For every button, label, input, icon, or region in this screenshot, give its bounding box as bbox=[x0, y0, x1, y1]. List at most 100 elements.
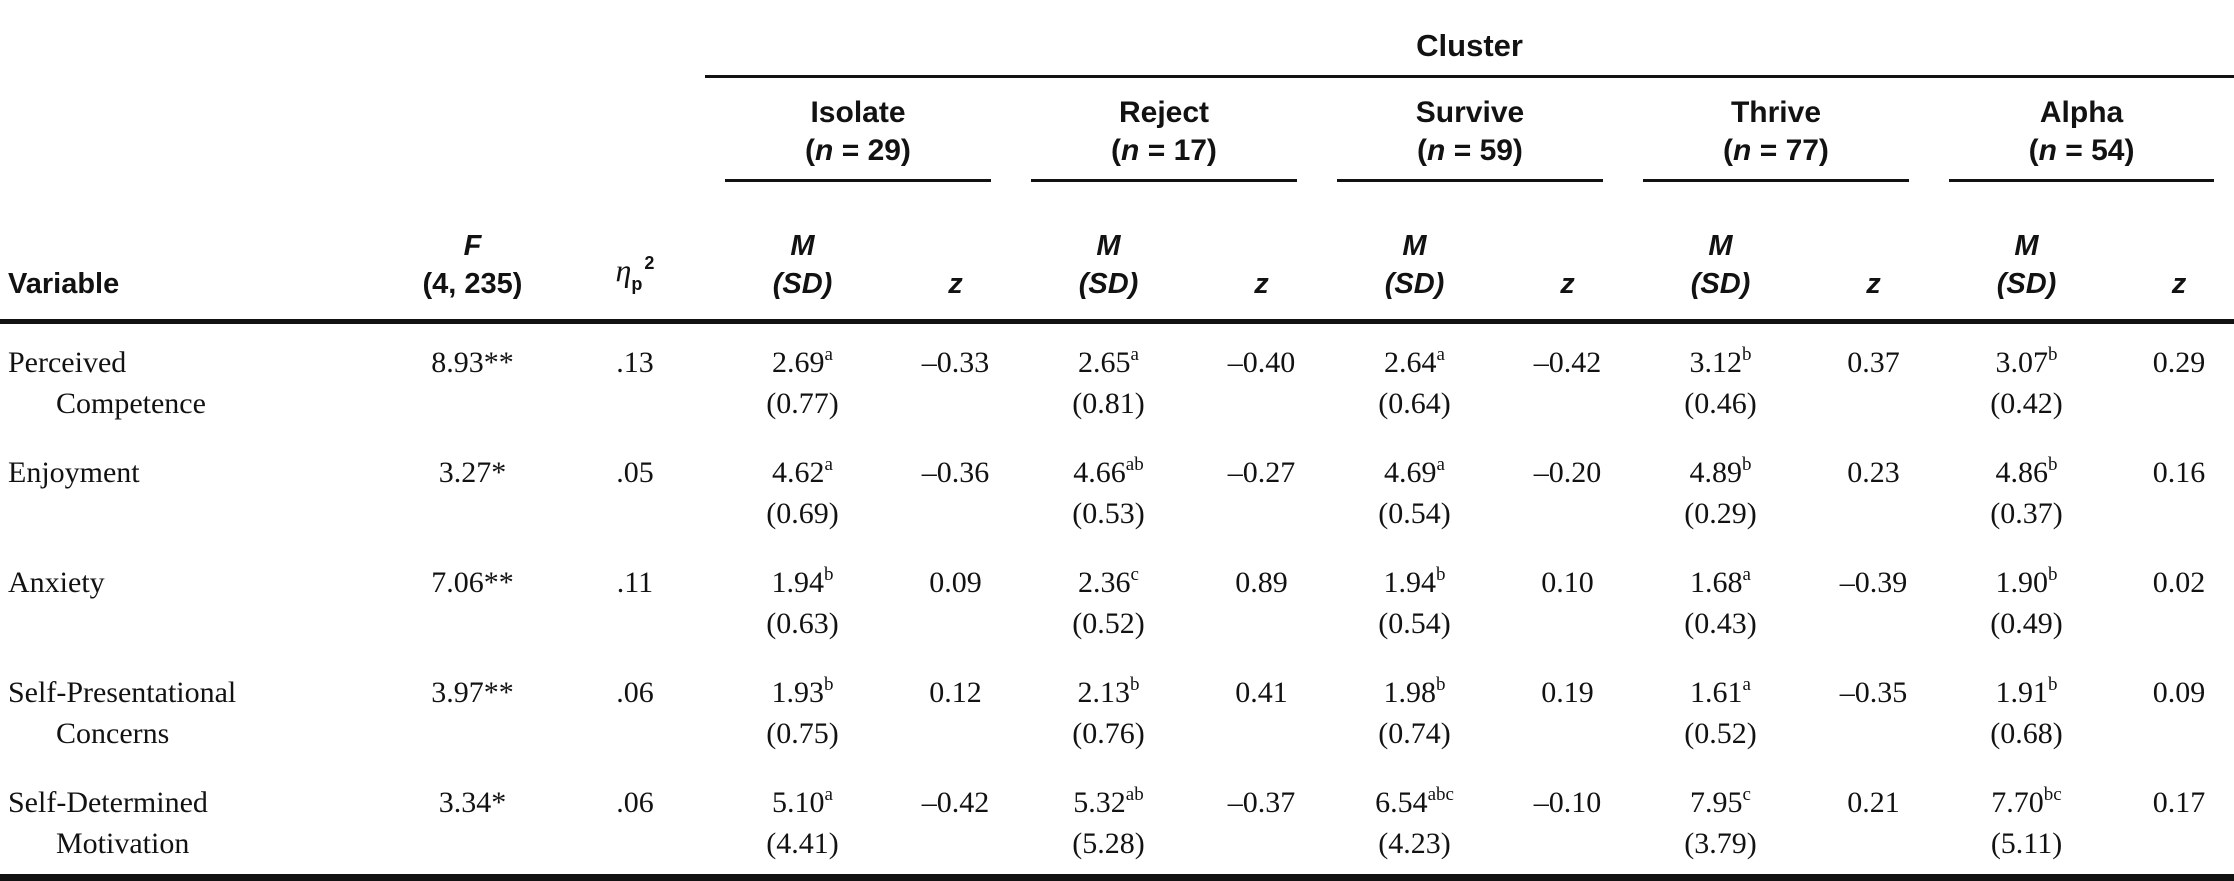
mean-sd-cell: 2.69a (0.77) bbox=[705, 322, 900, 435]
sd-value: (0.52) bbox=[1684, 717, 1757, 750]
mean-sd-cell: 3.07b (0.42) bbox=[1929, 322, 2124, 435]
mean-superscript: a bbox=[1742, 674, 1751, 695]
table-row-enjoyment: Enjoyment 3.27* .05 4.62a (0.69) –0.36 4.… bbox=[0, 434, 2234, 544]
sd-value: (0.77) bbox=[766, 387, 839, 420]
z-cell: –0.27 bbox=[1227, 456, 1296, 489]
sd-value: (0.42) bbox=[1990, 387, 2063, 420]
mean-sd-cell: 6.54abc (4.23) bbox=[1317, 764, 1512, 878]
mean-value: 5.32 bbox=[1073, 786, 1126, 819]
variable-column-header: Variable bbox=[8, 268, 120, 300]
mean-superscript: b bbox=[1130, 674, 1140, 695]
z-cell: –0.42 bbox=[1533, 346, 1602, 379]
sd-label: (SD) bbox=[1384, 268, 1445, 300]
mean-sd-cell: 4.66ab (0.53) bbox=[1011, 434, 1206, 544]
group-header-thrive: Thrive (n = 77) bbox=[1623, 77, 1929, 182]
cluster-header: Cluster bbox=[705, 0, 2234, 78]
variable-line1: Anxiety bbox=[8, 566, 105, 599]
mean-value: 4.89 bbox=[1689, 456, 1743, 489]
group-name: Reject bbox=[1118, 96, 1210, 129]
table-row-perceived-competence: Perceived Competence 8.93** .13 2.69a (0.7… bbox=[0, 322, 2234, 435]
sd-label: (SD) bbox=[772, 268, 833, 300]
m-sd-header-reject: M (SD) bbox=[1011, 182, 1206, 322]
group-name: Survive bbox=[1415, 96, 1525, 129]
variable-cell: Perceived Competence bbox=[0, 322, 380, 435]
z-cell: 0.12 bbox=[929, 676, 982, 709]
z-header-reject: z bbox=[1254, 268, 1269, 300]
mean-sd-cell: 2.65a (0.81) bbox=[1011, 322, 1206, 435]
mean-superscript: ab bbox=[1125, 784, 1144, 805]
sd-value: (0.54) bbox=[1378, 607, 1451, 640]
m-sd-header-isolate: M (SD) bbox=[705, 182, 900, 322]
mean-value: 4.86 bbox=[1995, 456, 2049, 489]
z-cell: 0.41 bbox=[1235, 676, 1288, 709]
mean-superscript: b bbox=[1436, 674, 1446, 695]
group-header-inner: Alpha (n = 54) bbox=[1949, 94, 2215, 182]
z-header-alpha: z bbox=[2171, 268, 2187, 300]
variable-line2: Concerns bbox=[56, 717, 170, 750]
sd-value: (0.63) bbox=[766, 607, 839, 640]
cluster-group-row: Isolate (n = 29) Reject (n = 17) Survive… bbox=[0, 77, 2234, 182]
f-value-cell: 3.27* bbox=[438, 456, 507, 489]
f-df: (4, 235) bbox=[422, 268, 523, 300]
z-cell: 0.10 bbox=[1541, 566, 1594, 599]
table-row-self-presentational-concerns: Self-Presentational Concerns 3.97** .06 1… bbox=[0, 654, 2234, 764]
sd-value: (0.49) bbox=[1990, 607, 2063, 640]
mean-value: 5.10 bbox=[772, 786, 825, 819]
mean-superscript: a bbox=[824, 454, 833, 475]
mean-superscript: bc bbox=[2043, 784, 2062, 805]
m-label: M bbox=[1708, 230, 1733, 262]
sd-value: (0.53) bbox=[1072, 497, 1145, 530]
sd-value: (4.41) bbox=[766, 827, 839, 860]
paren: ( bbox=[1111, 134, 1122, 167]
mean-value: 1.68 bbox=[1690, 566, 1743, 599]
z-cell: 0.29 bbox=[2152, 346, 2206, 379]
table-row-anxiety: Anxiety 7.06** .11 1.94b (0.63) 0.09 2.36… bbox=[0, 544, 2234, 654]
mean-sd-cell: 2.13b (0.76) bbox=[1011, 654, 1206, 764]
f-symbol: F bbox=[463, 230, 482, 262]
f-value-cell: 3.34* bbox=[438, 786, 507, 819]
group-n: (n = 59) bbox=[1337, 132, 1603, 170]
mean-value: 1.91 bbox=[1995, 676, 2049, 709]
z-cell: 0.17 bbox=[2152, 786, 2206, 819]
f-column-header: F (4, 235) bbox=[380, 182, 565, 322]
sd-value: (0.75) bbox=[766, 717, 839, 750]
group-n: (n = 54) bbox=[1949, 132, 2214, 170]
mean-superscript: abc bbox=[1427, 784, 1454, 805]
mean-superscript: b bbox=[1742, 344, 1752, 365]
mean-value: 4.69 bbox=[1384, 456, 1437, 489]
variable-line1: Self-Presentational bbox=[8, 676, 237, 709]
f-value-cell: 3.97** bbox=[431, 676, 514, 709]
n-symbol: n bbox=[1427, 134, 1446, 167]
mean-superscript: ab bbox=[1125, 454, 1144, 475]
group-header-isolate: Isolate (n = 29) bbox=[705, 77, 1011, 182]
group-header-inner: Survive (n = 59) bbox=[1337, 94, 1603, 182]
sd-value: (5.11) bbox=[1990, 827, 2063, 860]
mean-sd-cell: 4.89b (0.29) bbox=[1623, 434, 1818, 544]
z-cell: 0.89 bbox=[1235, 566, 1288, 599]
z-header-thrive: z bbox=[1866, 268, 1881, 300]
cluster-header-label: Cluster bbox=[1416, 28, 1523, 63]
eta-squared-cell: .06 bbox=[616, 786, 654, 819]
group-name: Thrive bbox=[1730, 96, 1822, 129]
paren: ( bbox=[1723, 134, 1734, 167]
mean-superscript: a bbox=[1436, 454, 1445, 475]
mean-value: 3.07 bbox=[1995, 346, 2049, 379]
mean-value: 2.69 bbox=[772, 346, 825, 379]
eta-squared-cell: .11 bbox=[616, 566, 654, 599]
mean-sd-cell: 1.91b (0.68) bbox=[1929, 654, 2124, 764]
mean-value: 1.90 bbox=[1995, 566, 2049, 599]
mean-value: 1.93 bbox=[771, 676, 825, 709]
sd-label: (SD) bbox=[1996, 268, 2057, 300]
n-symbol: n bbox=[2038, 134, 2057, 167]
group-n: (n = 17) bbox=[1031, 132, 1297, 170]
n-value: = 54) bbox=[2056, 134, 2135, 167]
group-header-inner: Thrive (n = 77) bbox=[1643, 94, 1909, 182]
mean-superscript: b bbox=[2048, 674, 2058, 695]
group-name: Alpha bbox=[2039, 96, 2124, 129]
mean-superscript: b bbox=[2048, 564, 2058, 585]
mean-sd-cell: 1.94b (0.63) bbox=[705, 544, 900, 654]
sd-value: (4.23) bbox=[1378, 827, 1451, 860]
mean-superscript: b bbox=[824, 674, 834, 695]
z-cell: 0.16 bbox=[2152, 456, 2206, 489]
z-cell: –0.20 bbox=[1533, 456, 1602, 489]
